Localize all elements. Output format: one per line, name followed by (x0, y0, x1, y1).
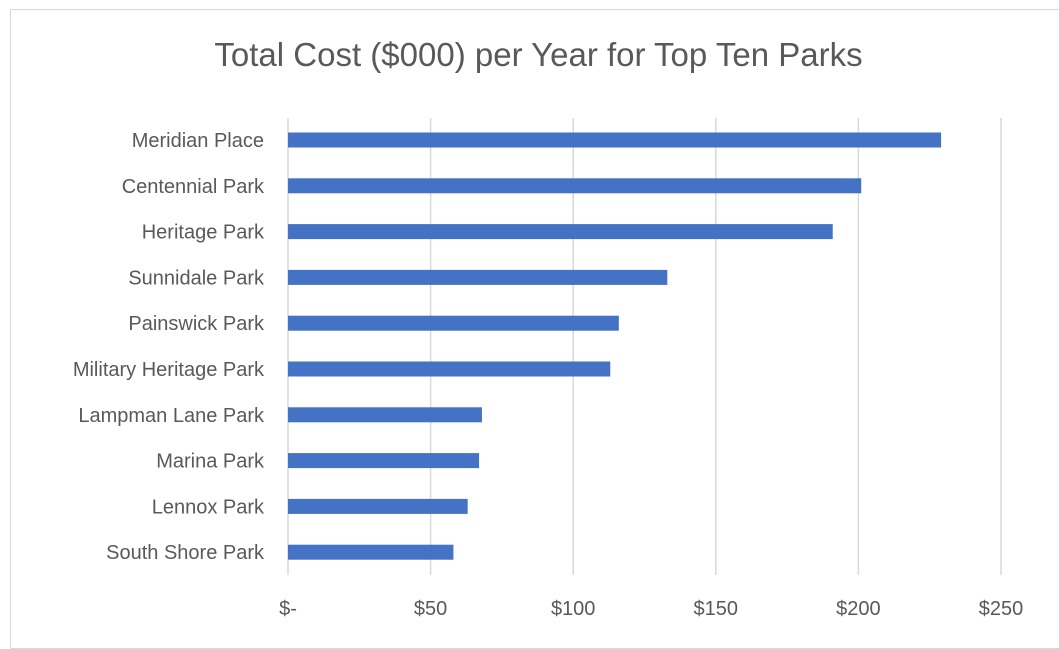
bar (288, 544, 454, 560)
category-label: Military Heritage Park (73, 359, 265, 381)
bar (288, 269, 668, 285)
category-label: Meridian Place (132, 130, 264, 152)
x-tick-label: $150 (694, 598, 739, 620)
category-label: Marina Park (156, 451, 265, 473)
category-label: Lennox Park (152, 496, 265, 518)
bar (288, 315, 619, 331)
bar (288, 453, 480, 469)
bar (288, 407, 482, 423)
x-tick-label: $50 (414, 598, 447, 620)
bar (288, 224, 833, 240)
category-label: Sunnidale Park (128, 267, 265, 289)
x-tick-label: $- (279, 598, 297, 620)
bar (288, 178, 862, 194)
bar (288, 361, 611, 377)
chart-title: Total Cost ($000) per Year for Top Ten P… (214, 36, 863, 73)
category-label: Painswick Park (128, 313, 265, 335)
bar (288, 132, 942, 148)
bars (288, 132, 942, 560)
category-label: Centennial Park (122, 176, 265, 198)
category-labels: Meridian Place Centennial Park Heritage Pa… (73, 130, 265, 564)
category-label: Lampman Lane Park (78, 405, 265, 427)
category-label: Heritage Park (142, 222, 265, 244)
bar (288, 498, 468, 514)
x-tick-labels: $- $50 $100 $150 $200 $250 (279, 598, 1023, 620)
gridlines (287, 118, 1002, 575)
category-label: South Shore Park (106, 542, 265, 564)
x-tick-label: $250 (979, 598, 1024, 620)
x-tick-label: $200 (836, 598, 881, 620)
x-tick-label: $100 (551, 598, 596, 620)
